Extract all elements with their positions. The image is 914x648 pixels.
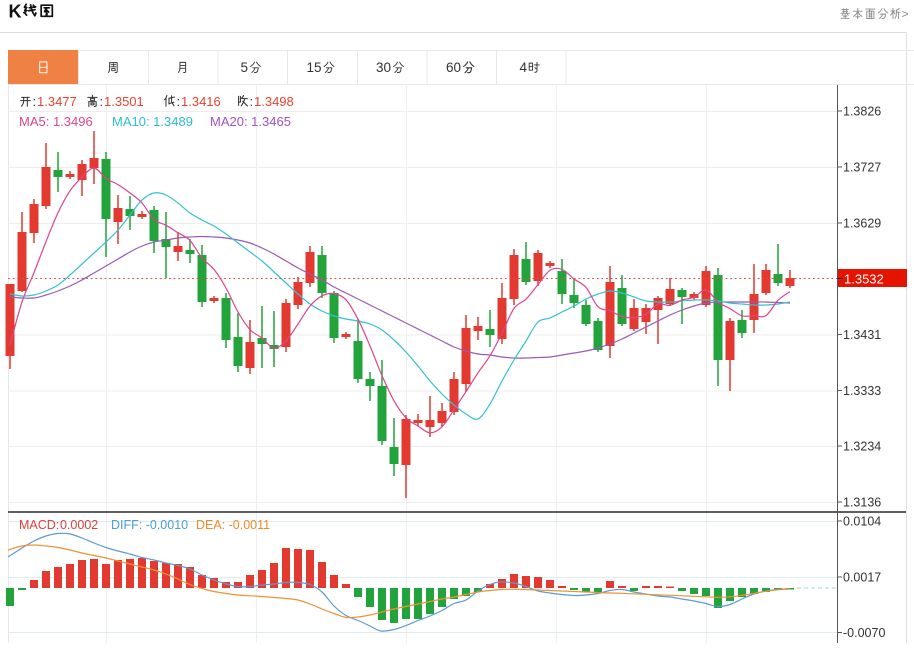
svg-text::: : <box>250 94 254 109</box>
svg-text::: : <box>33 94 37 109</box>
svg-text:MA5: 1.3496: MA5: 1.3496 <box>19 114 93 129</box>
svg-text:4: 4 <box>520 60 528 75</box>
svg-text:1.3416: 1.3416 <box>181 94 221 109</box>
svg-text:DIFF: -0.0010: DIFF: -0.0010 <box>111 518 188 532</box>
svg-text:1.3136: 1.3136 <box>843 496 881 510</box>
svg-text:1.3532: 1.3532 <box>844 272 884 287</box>
svg-text:1.3431: 1.3431 <box>843 328 881 342</box>
svg-text:MACD:: MACD: <box>19 518 59 532</box>
svg-text:1.3501: 1.3501 <box>104 94 144 109</box>
svg-text:K: K <box>9 2 22 22</box>
svg-text:60: 60 <box>446 60 461 75</box>
svg-text::: : <box>100 94 104 109</box>
svg-text:MA10: 1.3489: MA10: 1.3489 <box>112 114 193 129</box>
svg-text:5: 5 <box>241 60 249 75</box>
svg-text:15: 15 <box>307 60 322 75</box>
svg-text:DEA: -0.0011: DEA: -0.0011 <box>196 518 270 532</box>
svg-text:1.3333: 1.3333 <box>843 384 881 398</box>
svg-text:0.0104: 0.0104 <box>843 515 881 529</box>
svg-text:>: > <box>902 7 909 21</box>
svg-text:1.3826: 1.3826 <box>843 105 881 119</box>
svg-text:0.0017: 0.0017 <box>843 571 881 585</box>
svg-text:30: 30 <box>376 60 391 75</box>
svg-text:0.0002: 0.0002 <box>60 518 98 532</box>
svg-text:MA20: 1.3465: MA20: 1.3465 <box>210 114 291 129</box>
svg-text::: : <box>177 94 181 109</box>
svg-text:1.3477: 1.3477 <box>37 94 77 109</box>
svg-text:1.3234: 1.3234 <box>843 440 881 454</box>
svg-text:-0.0070: -0.0070 <box>843 626 885 640</box>
svg-text:1.3629: 1.3629 <box>843 217 881 231</box>
svg-text:1.3727: 1.3727 <box>843 161 881 175</box>
svg-text:1.3498: 1.3498 <box>254 94 294 109</box>
